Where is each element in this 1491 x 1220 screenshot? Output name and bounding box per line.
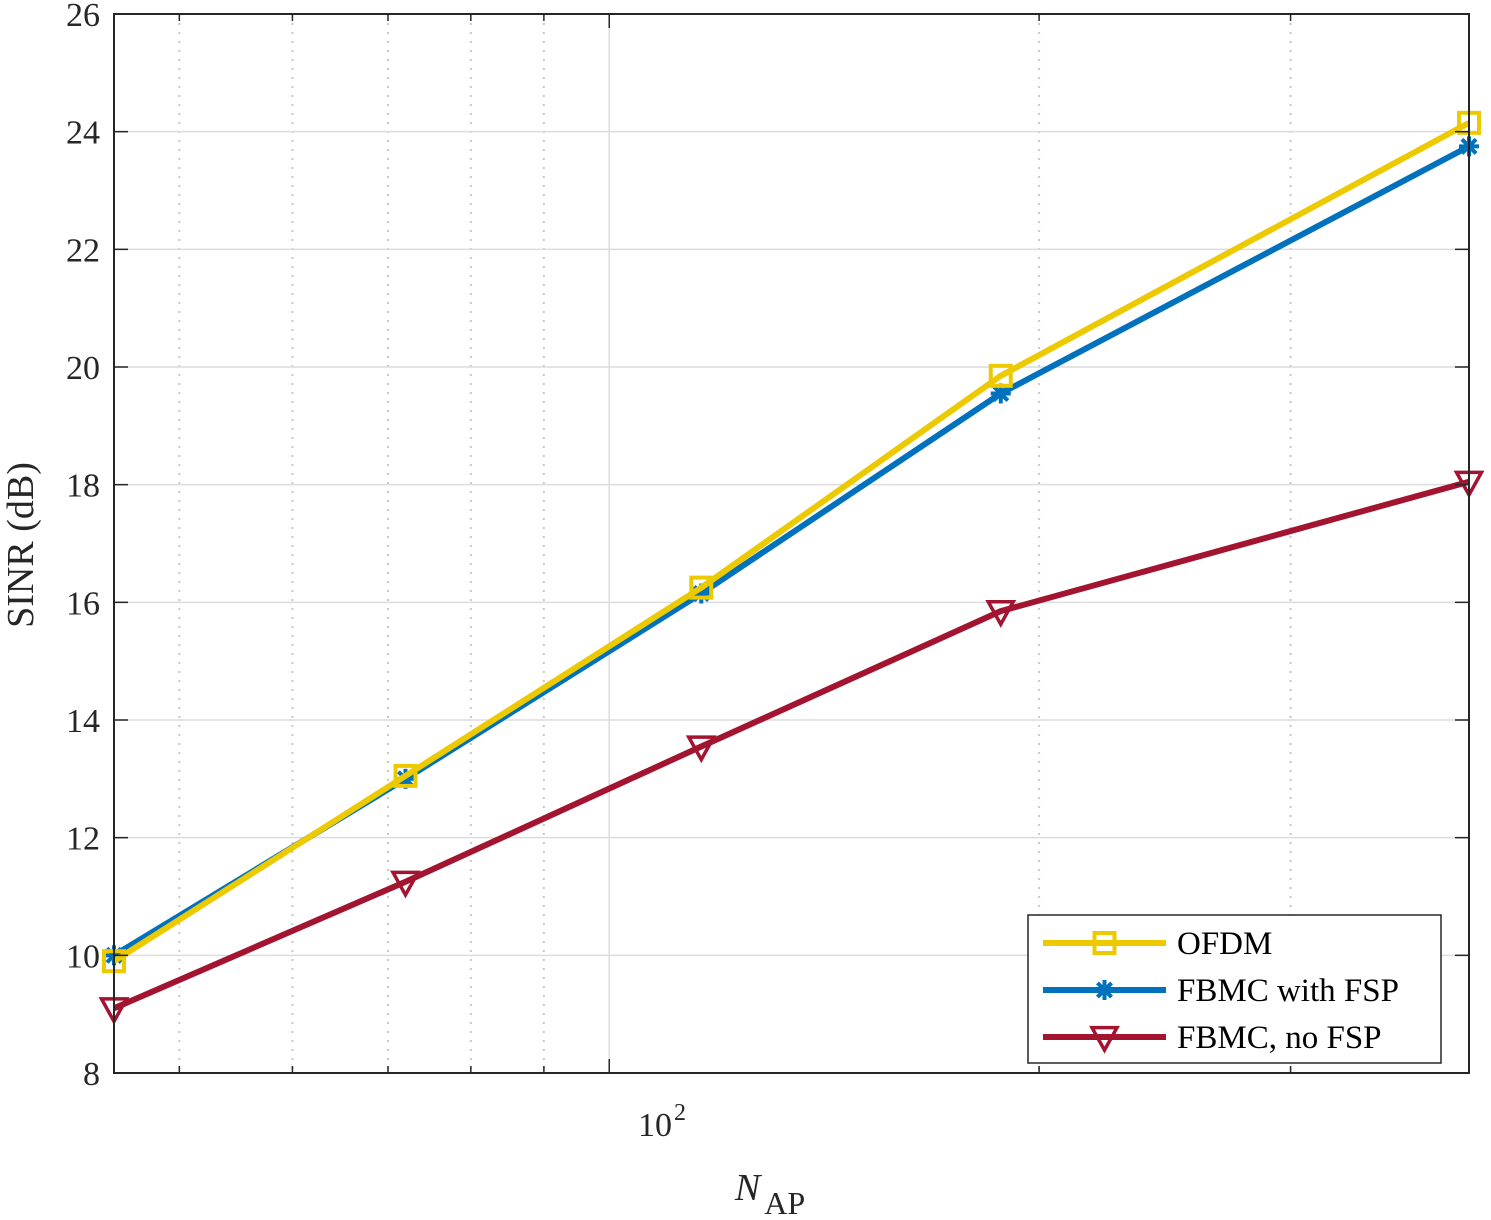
marker-triangle-down xyxy=(390,870,421,899)
marker-triangle-down xyxy=(1089,1025,1120,1054)
y-tick-label: 18 xyxy=(66,468,100,505)
x-tick-label-100: 102 xyxy=(638,1100,686,1144)
marker-square xyxy=(1092,931,1117,955)
legend-label: FBMC with FSP xyxy=(1177,973,1399,1009)
y-tick-label: 10 xyxy=(66,938,100,975)
x-tick-label-base: 10 xyxy=(638,1107,672,1144)
y-tick-label: 24 xyxy=(66,115,100,152)
legend-entry: FBMC, no FSP xyxy=(1043,1020,1382,1056)
marker-asterisk-stroke xyxy=(1096,981,1113,999)
series-layer xyxy=(98,110,1485,1026)
legend-label: FBMC, no FSP xyxy=(1177,1020,1382,1056)
plot-frame xyxy=(113,13,1470,1074)
x-tick-label-exponent: 2 xyxy=(674,1100,686,1126)
series-fbmc-with-fsp xyxy=(104,136,1479,966)
x-axis-label-subscript: AP xyxy=(764,1185,805,1220)
legend-label: OFDM xyxy=(1177,926,1272,962)
series-line xyxy=(112,478,1470,1012)
series-ofdm xyxy=(102,110,1481,974)
legend: OFDM FBMC with FSP FBMC, no FSP xyxy=(1027,914,1442,1064)
x-tick-labels: 102 xyxy=(638,1100,686,1144)
y-tick-label: 22 xyxy=(66,232,100,269)
axis-ticks xyxy=(114,13,1470,1074)
x-axis-label: N AP xyxy=(734,1167,805,1220)
marker-asterisk xyxy=(1094,980,1115,1000)
marker-square xyxy=(393,763,418,788)
x-axis-label-main: N xyxy=(734,1167,763,1209)
y-tick-label: 20 xyxy=(66,350,100,387)
major-grid xyxy=(114,14,1469,1073)
marker-square xyxy=(988,363,1013,388)
marker-asterisk-stroke xyxy=(992,384,1010,402)
y-tick-label: 26 xyxy=(66,0,100,34)
marker-triangle-down xyxy=(985,600,1017,628)
y-tick-label: 12 xyxy=(66,821,100,858)
y-axis-label: SINR (dB) xyxy=(0,462,42,628)
series-line xyxy=(112,120,1471,964)
legend-entries: OFDM FBMC with FSP FBMC, no FSP xyxy=(1043,926,1399,1056)
y-tick-label: 14 xyxy=(66,703,100,740)
y-tick-label: 8 xyxy=(83,1056,100,1093)
y-tick-label: 16 xyxy=(66,585,100,622)
legend-entry: OFDM xyxy=(1043,926,1272,962)
marker-square xyxy=(689,575,714,600)
y-tick-labels: 8 10 12 14 16 18 20 22 24 26 xyxy=(66,0,100,1093)
legend-entry: FBMC with FSP xyxy=(1043,973,1399,1009)
minor-grid xyxy=(178,14,1470,1073)
marker-triangle-down xyxy=(685,735,717,764)
